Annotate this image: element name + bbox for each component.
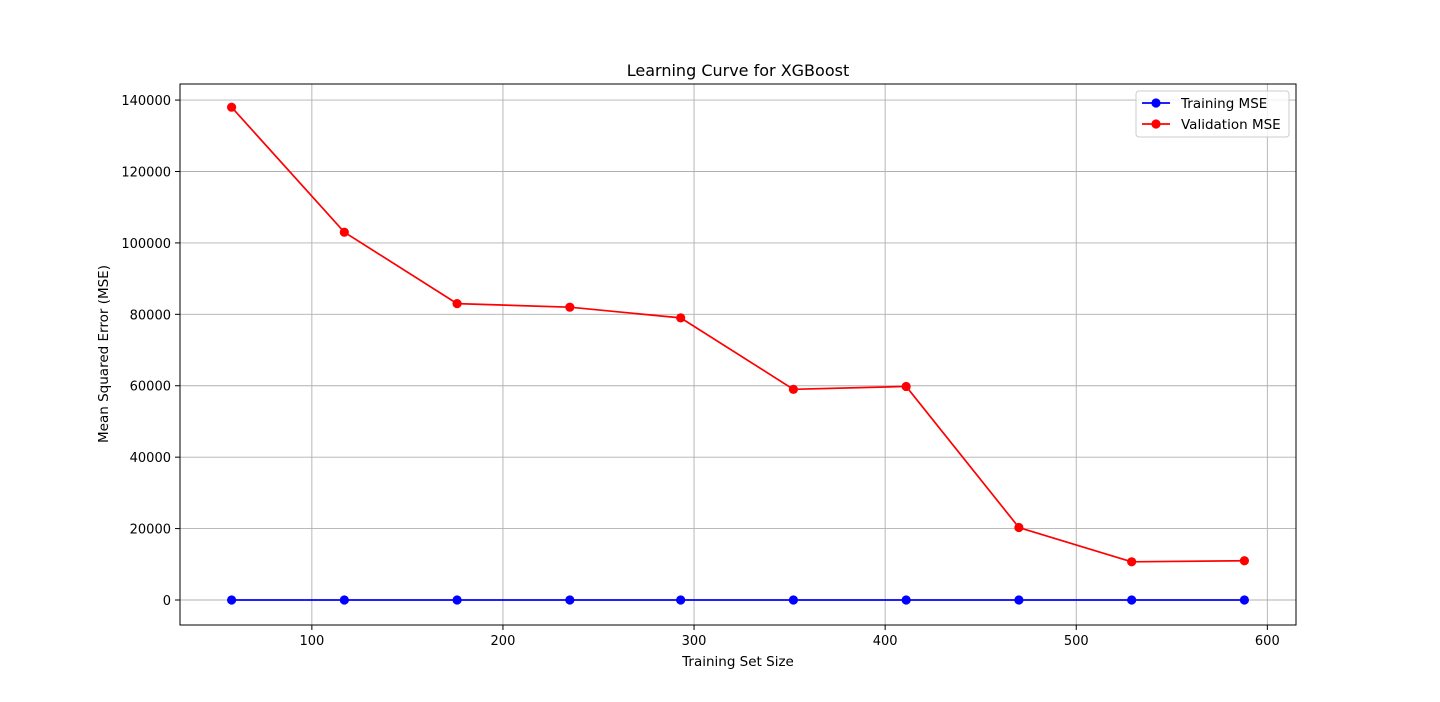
training-mse-point bbox=[1014, 595, 1024, 605]
validation-mse-line bbox=[230, 106, 1245, 563]
validation-mse-point bbox=[676, 313, 686, 323]
legend-entry-training-mse: Training MSE bbox=[1142, 96, 1267, 112]
legend-label: Validation MSE bbox=[1181, 117, 1281, 133]
x-tick-label: 100 bbox=[299, 634, 324, 649]
chart-title: Learning Curve for XGBoost bbox=[627, 61, 849, 80]
training-mse-point bbox=[339, 595, 349, 605]
y-tick-label: 120000 bbox=[121, 165, 171, 180]
training-mse-point bbox=[901, 595, 911, 605]
x-axis-label: Training Set Size bbox=[681, 654, 794, 670]
y-tick-label: 20000 bbox=[130, 523, 171, 538]
training-mse-point bbox=[1127, 595, 1137, 605]
validation-mse-point bbox=[339, 227, 349, 237]
validation-mse-point bbox=[788, 384, 799, 394]
legend-entry-validation-mse: Validation MSE bbox=[1142, 117, 1281, 133]
validation-mse-point bbox=[565, 302, 575, 312]
training-mse-point bbox=[788, 595, 799, 605]
legend-marker-swatch bbox=[1151, 119, 1161, 129]
validation-mse-point bbox=[1239, 556, 1250, 566]
y-tick-label: 100000 bbox=[121, 237, 171, 252]
validation-mse-point bbox=[1014, 522, 1024, 533]
training-mse-series bbox=[226, 595, 1250, 605]
legend-frame bbox=[1135, 90, 1290, 138]
y-axis-ticks: 0 20000 40000 60000 80000 100000 120000 140000 bbox=[121, 94, 180, 609]
training-mse-point bbox=[676, 595, 686, 605]
x-tick-label: 500 bbox=[1064, 634, 1089, 649]
x-tick-label: 600 bbox=[1255, 634, 1280, 649]
training-mse-point bbox=[565, 595, 575, 605]
y-axis-label: Mean Squared Error (MSE) bbox=[96, 265, 112, 443]
x-axis-ticks: 100 200 300 400 500 600 bbox=[299, 625, 1280, 649]
legend: Training MSE Validation MSE bbox=[1135, 90, 1290, 138]
training-mse-point bbox=[226, 595, 237, 605]
validation-mse-series bbox=[226, 102, 1250, 567]
x-tick-label: 200 bbox=[491, 634, 516, 649]
validation-mse-point bbox=[452, 299, 462, 309]
training-mse-point bbox=[1239, 595, 1250, 605]
y-tick-label: 80000 bbox=[130, 308, 171, 323]
y-tick-label: 0 bbox=[163, 594, 171, 609]
training-mse-point bbox=[452, 595, 462, 605]
legend-label: Training MSE bbox=[1180, 96, 1267, 112]
validation-mse-point bbox=[1127, 557, 1137, 567]
validation-mse-point bbox=[901, 381, 911, 392]
y-tick-label: 60000 bbox=[130, 380, 171, 395]
y-tick-label: 40000 bbox=[130, 451, 171, 466]
validation-mse-point bbox=[226, 102, 237, 112]
legend-marker-swatch bbox=[1151, 98, 1161, 108]
x-tick-label: 300 bbox=[682, 634, 707, 649]
plot-area-frame bbox=[179, 83, 1297, 626]
y-tick-label: 140000 bbox=[121, 94, 171, 109]
x-tick-label: 400 bbox=[873, 634, 898, 649]
series-layer bbox=[226, 102, 1250, 605]
